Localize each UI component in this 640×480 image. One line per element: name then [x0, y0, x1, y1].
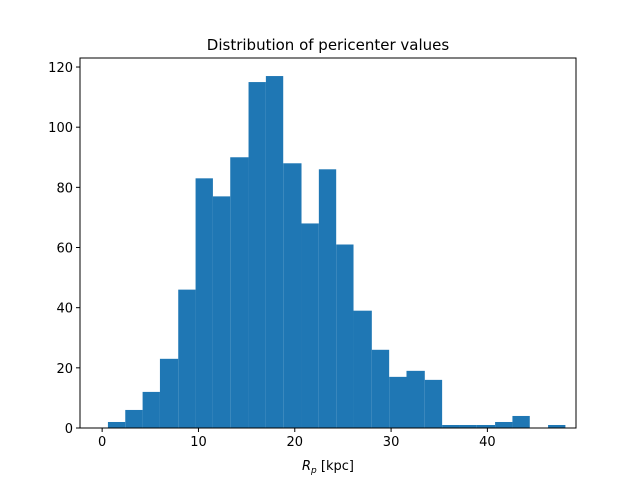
- histogram-bar-25: [548, 424, 566, 428]
- x-axis-label-symbol: R: [302, 459, 311, 474]
- histogram-bar-13: [336, 244, 354, 428]
- x-axis-label: Rp [kpc]: [302, 459, 354, 476]
- histogram-bar-15: [371, 349, 390, 428]
- histogram-bar-6: [212, 196, 231, 428]
- x-axis-label-unit: [kpc]: [321, 459, 354, 474]
- x-axis: 0 10 20 30 40: [98, 428, 496, 450]
- histogram-bar-1: [125, 409, 143, 428]
- chart-title: Distribution of pericenter values: [207, 36, 450, 54]
- y-tick-label: 0: [65, 422, 73, 437]
- histogram-bar-5: [195, 178, 213, 428]
- histogram-bar-18: [424, 379, 443, 428]
- histogram-bar-11: [301, 223, 319, 428]
- histogram-bar-7: [230, 157, 249, 428]
- x-tick-label: 40: [479, 435, 496, 450]
- histogram-bar-4: [178, 289, 196, 428]
- histogram-bar-21: [476, 424, 496, 428]
- y-tick-label: 100: [48, 121, 73, 136]
- y-tick-label: 80: [56, 181, 73, 196]
- histogram-bar-16: [389, 376, 407, 428]
- histogram-bar-22: [495, 421, 513, 428]
- y-tick-label: 40: [56, 302, 73, 317]
- histogram-bar-2: [142, 391, 160, 428]
- x-axis-label-subscript: p: [310, 466, 317, 476]
- y-axis: 0 20 40 60 80 100 120: [48, 61, 80, 437]
- histogram-bar-0: [107, 421, 126, 428]
- bars-group: [107, 76, 566, 429]
- x-tick-label: 30: [383, 435, 400, 450]
- histogram-bar-19: [442, 424, 460, 428]
- plot-frame: [79, 57, 577, 429]
- histogram-bar-14: [353, 310, 372, 428]
- y-tick-label: 20: [56, 362, 73, 377]
- y-tick-label: 120: [48, 61, 73, 76]
- histogram-bar-8: [248, 82, 266, 429]
- x-tick-label: 10: [190, 435, 207, 450]
- x-tick-label: 0: [98, 435, 106, 450]
- histogram-bar-9: [265, 76, 284, 429]
- histogram-bar-20: [459, 424, 477, 428]
- histogram-bar-3: [159, 358, 179, 428]
- histogram-bar-10: [283, 163, 302, 428]
- x-tick-label: 20: [286, 435, 303, 450]
- histogram-bar-23: [512, 415, 530, 428]
- y-tick-label: 60: [56, 242, 73, 257]
- histogram-bar-17: [406, 370, 425, 428]
- histogram-bar-12: [318, 169, 337, 428]
